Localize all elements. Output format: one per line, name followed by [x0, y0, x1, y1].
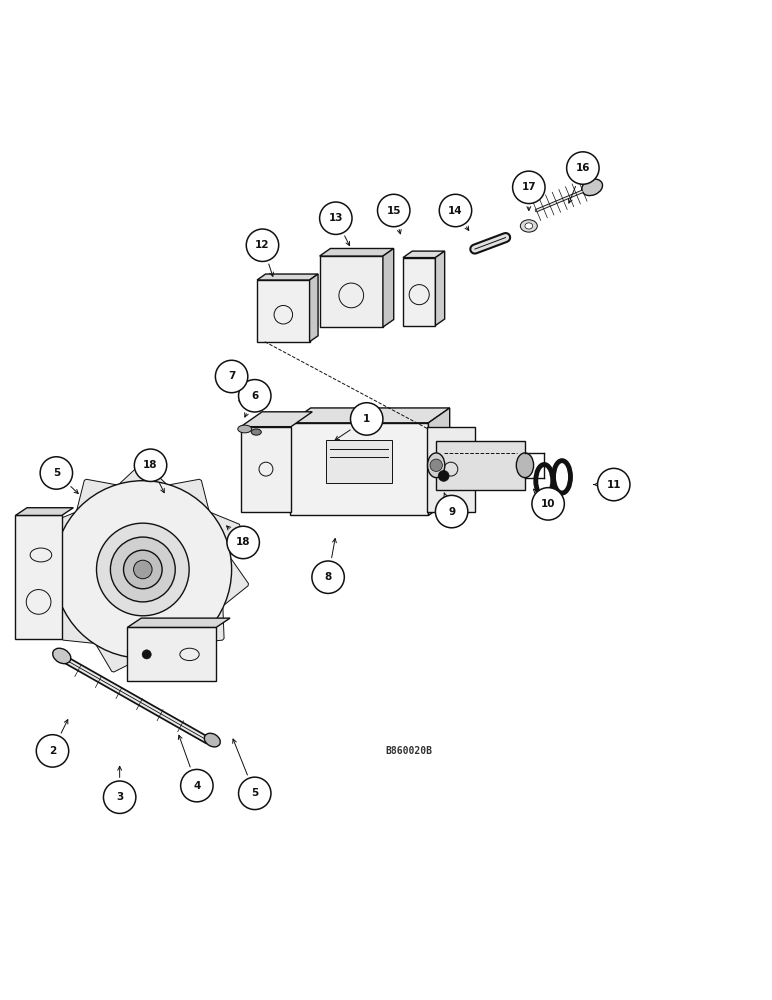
Ellipse shape	[520, 220, 537, 232]
Polygon shape	[120, 463, 166, 484]
Circle shape	[36, 735, 69, 767]
Ellipse shape	[525, 223, 533, 229]
Text: 17: 17	[522, 182, 536, 192]
Polygon shape	[37, 558, 62, 605]
Circle shape	[439, 194, 472, 227]
Circle shape	[320, 202, 352, 234]
Polygon shape	[427, 427, 475, 512]
Polygon shape	[428, 408, 449, 515]
Polygon shape	[383, 248, 394, 327]
Text: 12: 12	[256, 240, 269, 250]
Circle shape	[378, 194, 410, 227]
Text: 3: 3	[116, 792, 124, 802]
Polygon shape	[403, 251, 445, 258]
Circle shape	[54, 481, 232, 658]
Circle shape	[134, 560, 152, 579]
Polygon shape	[241, 412, 312, 427]
Ellipse shape	[516, 453, 533, 478]
Polygon shape	[15, 515, 62, 639]
Circle shape	[246, 229, 279, 261]
Text: B860020B: B860020B	[386, 746, 432, 756]
Text: 1: 1	[363, 414, 371, 424]
Text: 2: 2	[49, 746, 56, 756]
Circle shape	[124, 550, 162, 589]
Polygon shape	[144, 645, 189, 672]
Ellipse shape	[252, 429, 261, 435]
Polygon shape	[320, 256, 383, 327]
Polygon shape	[290, 408, 449, 423]
Circle shape	[435, 495, 468, 528]
Circle shape	[215, 360, 248, 393]
Text: 10: 10	[541, 499, 555, 509]
Polygon shape	[257, 280, 310, 342]
Text: 15: 15	[387, 206, 401, 216]
Text: 14: 14	[449, 206, 462, 216]
Circle shape	[438, 471, 449, 481]
Circle shape	[103, 781, 136, 813]
Circle shape	[430, 459, 442, 471]
Text: 8: 8	[324, 572, 332, 582]
Circle shape	[142, 650, 151, 659]
Text: 5: 5	[251, 788, 259, 798]
Text: 13: 13	[329, 213, 343, 223]
Ellipse shape	[238, 425, 252, 433]
Polygon shape	[46, 513, 75, 555]
Polygon shape	[169, 479, 209, 510]
Polygon shape	[15, 508, 73, 515]
Ellipse shape	[52, 648, 71, 664]
Text: 16: 16	[576, 163, 590, 173]
Polygon shape	[211, 513, 240, 555]
Circle shape	[239, 777, 271, 810]
Circle shape	[312, 561, 344, 593]
Text: 4: 4	[193, 781, 201, 791]
Circle shape	[40, 457, 73, 489]
Polygon shape	[127, 618, 230, 627]
Polygon shape	[436, 441, 525, 490]
Circle shape	[96, 523, 189, 616]
Text: 9: 9	[448, 507, 455, 517]
Polygon shape	[327, 440, 392, 483]
Text: 5: 5	[52, 468, 60, 478]
Circle shape	[110, 537, 175, 602]
Polygon shape	[127, 627, 216, 681]
Polygon shape	[257, 274, 318, 280]
Text: 7: 7	[228, 371, 235, 381]
Circle shape	[239, 380, 271, 412]
Polygon shape	[320, 248, 394, 256]
Polygon shape	[403, 258, 435, 326]
Text: 18: 18	[236, 537, 250, 547]
Ellipse shape	[205, 733, 220, 747]
Circle shape	[532, 488, 564, 520]
Polygon shape	[224, 558, 249, 605]
Text: 11: 11	[607, 480, 621, 490]
Circle shape	[350, 403, 383, 435]
Polygon shape	[192, 608, 224, 643]
Ellipse shape	[428, 453, 445, 478]
Polygon shape	[96, 645, 141, 672]
Circle shape	[513, 171, 545, 204]
Circle shape	[227, 526, 259, 559]
Text: 6: 6	[251, 391, 259, 401]
Polygon shape	[290, 423, 428, 515]
Circle shape	[598, 468, 630, 501]
Circle shape	[567, 152, 599, 184]
Circle shape	[134, 449, 167, 481]
Polygon shape	[62, 608, 93, 643]
Ellipse shape	[582, 179, 602, 196]
Polygon shape	[310, 274, 318, 342]
Circle shape	[181, 769, 213, 802]
Polygon shape	[435, 251, 445, 326]
Polygon shape	[241, 427, 291, 512]
Polygon shape	[76, 479, 117, 510]
Text: 18: 18	[144, 460, 157, 470]
